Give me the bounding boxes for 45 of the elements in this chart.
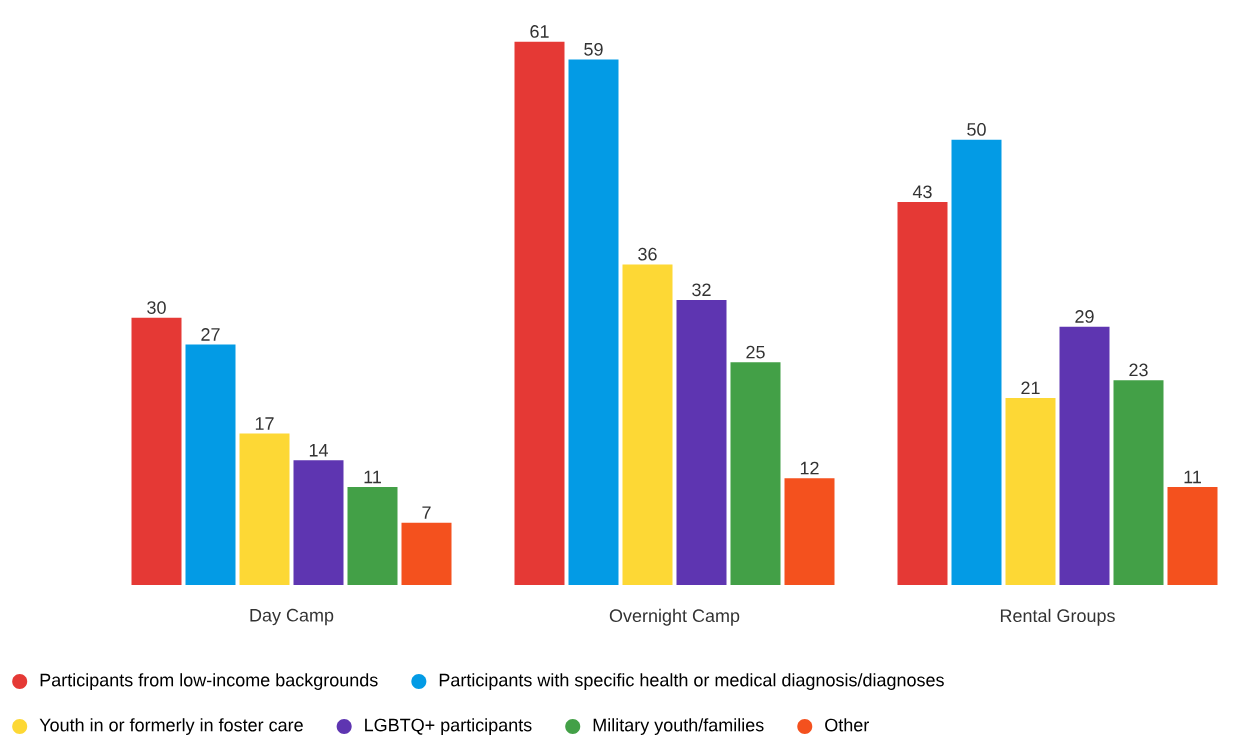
bar: [676, 300, 727, 585]
bar: [401, 522, 452, 585]
data-label: 29: [1075, 310, 1094, 323]
data-label: 21: [1021, 381, 1040, 395]
data-label: 11: [364, 470, 381, 484]
data-label: 59: [584, 42, 603, 56]
bar: [1059, 326, 1110, 585]
data-label: 30: [147, 301, 166, 314]
bar: [347, 487, 398, 585]
legend-label: Military youth/families: [593, 718, 764, 735]
bar: [622, 264, 673, 585]
bar: [1167, 487, 1218, 585]
bar: [951, 139, 1002, 585]
bar: [1005, 397, 1056, 585]
data-label: 25: [746, 345, 765, 359]
data-label: 23: [1129, 363, 1148, 377]
data-label: 14: [309, 444, 328, 457]
legend-label: LGBTQ+ participants: [365, 718, 532, 735]
bar: [293, 460, 344, 585]
data-label: 12: [800, 461, 819, 475]
legend-label: Participants with specific health or medical diagnosis/diagnoses: [439, 673, 944, 690]
data-label: 43: [912, 185, 932, 199]
bar: [514, 41, 565, 585]
legend-label: Youth in or formerly in foster care: [39, 718, 303, 735]
data-label: 32: [692, 283, 711, 297]
data-label: 27: [201, 328, 220, 341]
x-tick-label: Day Camp: [250, 608, 334, 626]
bar: [185, 344, 236, 585]
bar: [568, 59, 619, 585]
x-tick-label: Overnight Camp: [609, 608, 740, 626]
bar: [784, 478, 835, 585]
data-label: 11: [1184, 470, 1201, 484]
bar: [730, 362, 781, 585]
bar: [239, 433, 290, 585]
data-label: 17: [255, 417, 274, 430]
legend-label: Participants from low-income backgrounds: [40, 673, 378, 690]
data-label: 50: [967, 123, 986, 136]
bar: [897, 202, 948, 585]
data-label: 7: [422, 506, 431, 519]
x-tick-label: Rental Groups: [1000, 608, 1115, 626]
legend-label: Other: [825, 718, 869, 732]
data-label: 61: [530, 25, 549, 38]
bar: [1113, 380, 1164, 585]
bar: [131, 317, 182, 585]
data-label: 36: [638, 247, 657, 261]
